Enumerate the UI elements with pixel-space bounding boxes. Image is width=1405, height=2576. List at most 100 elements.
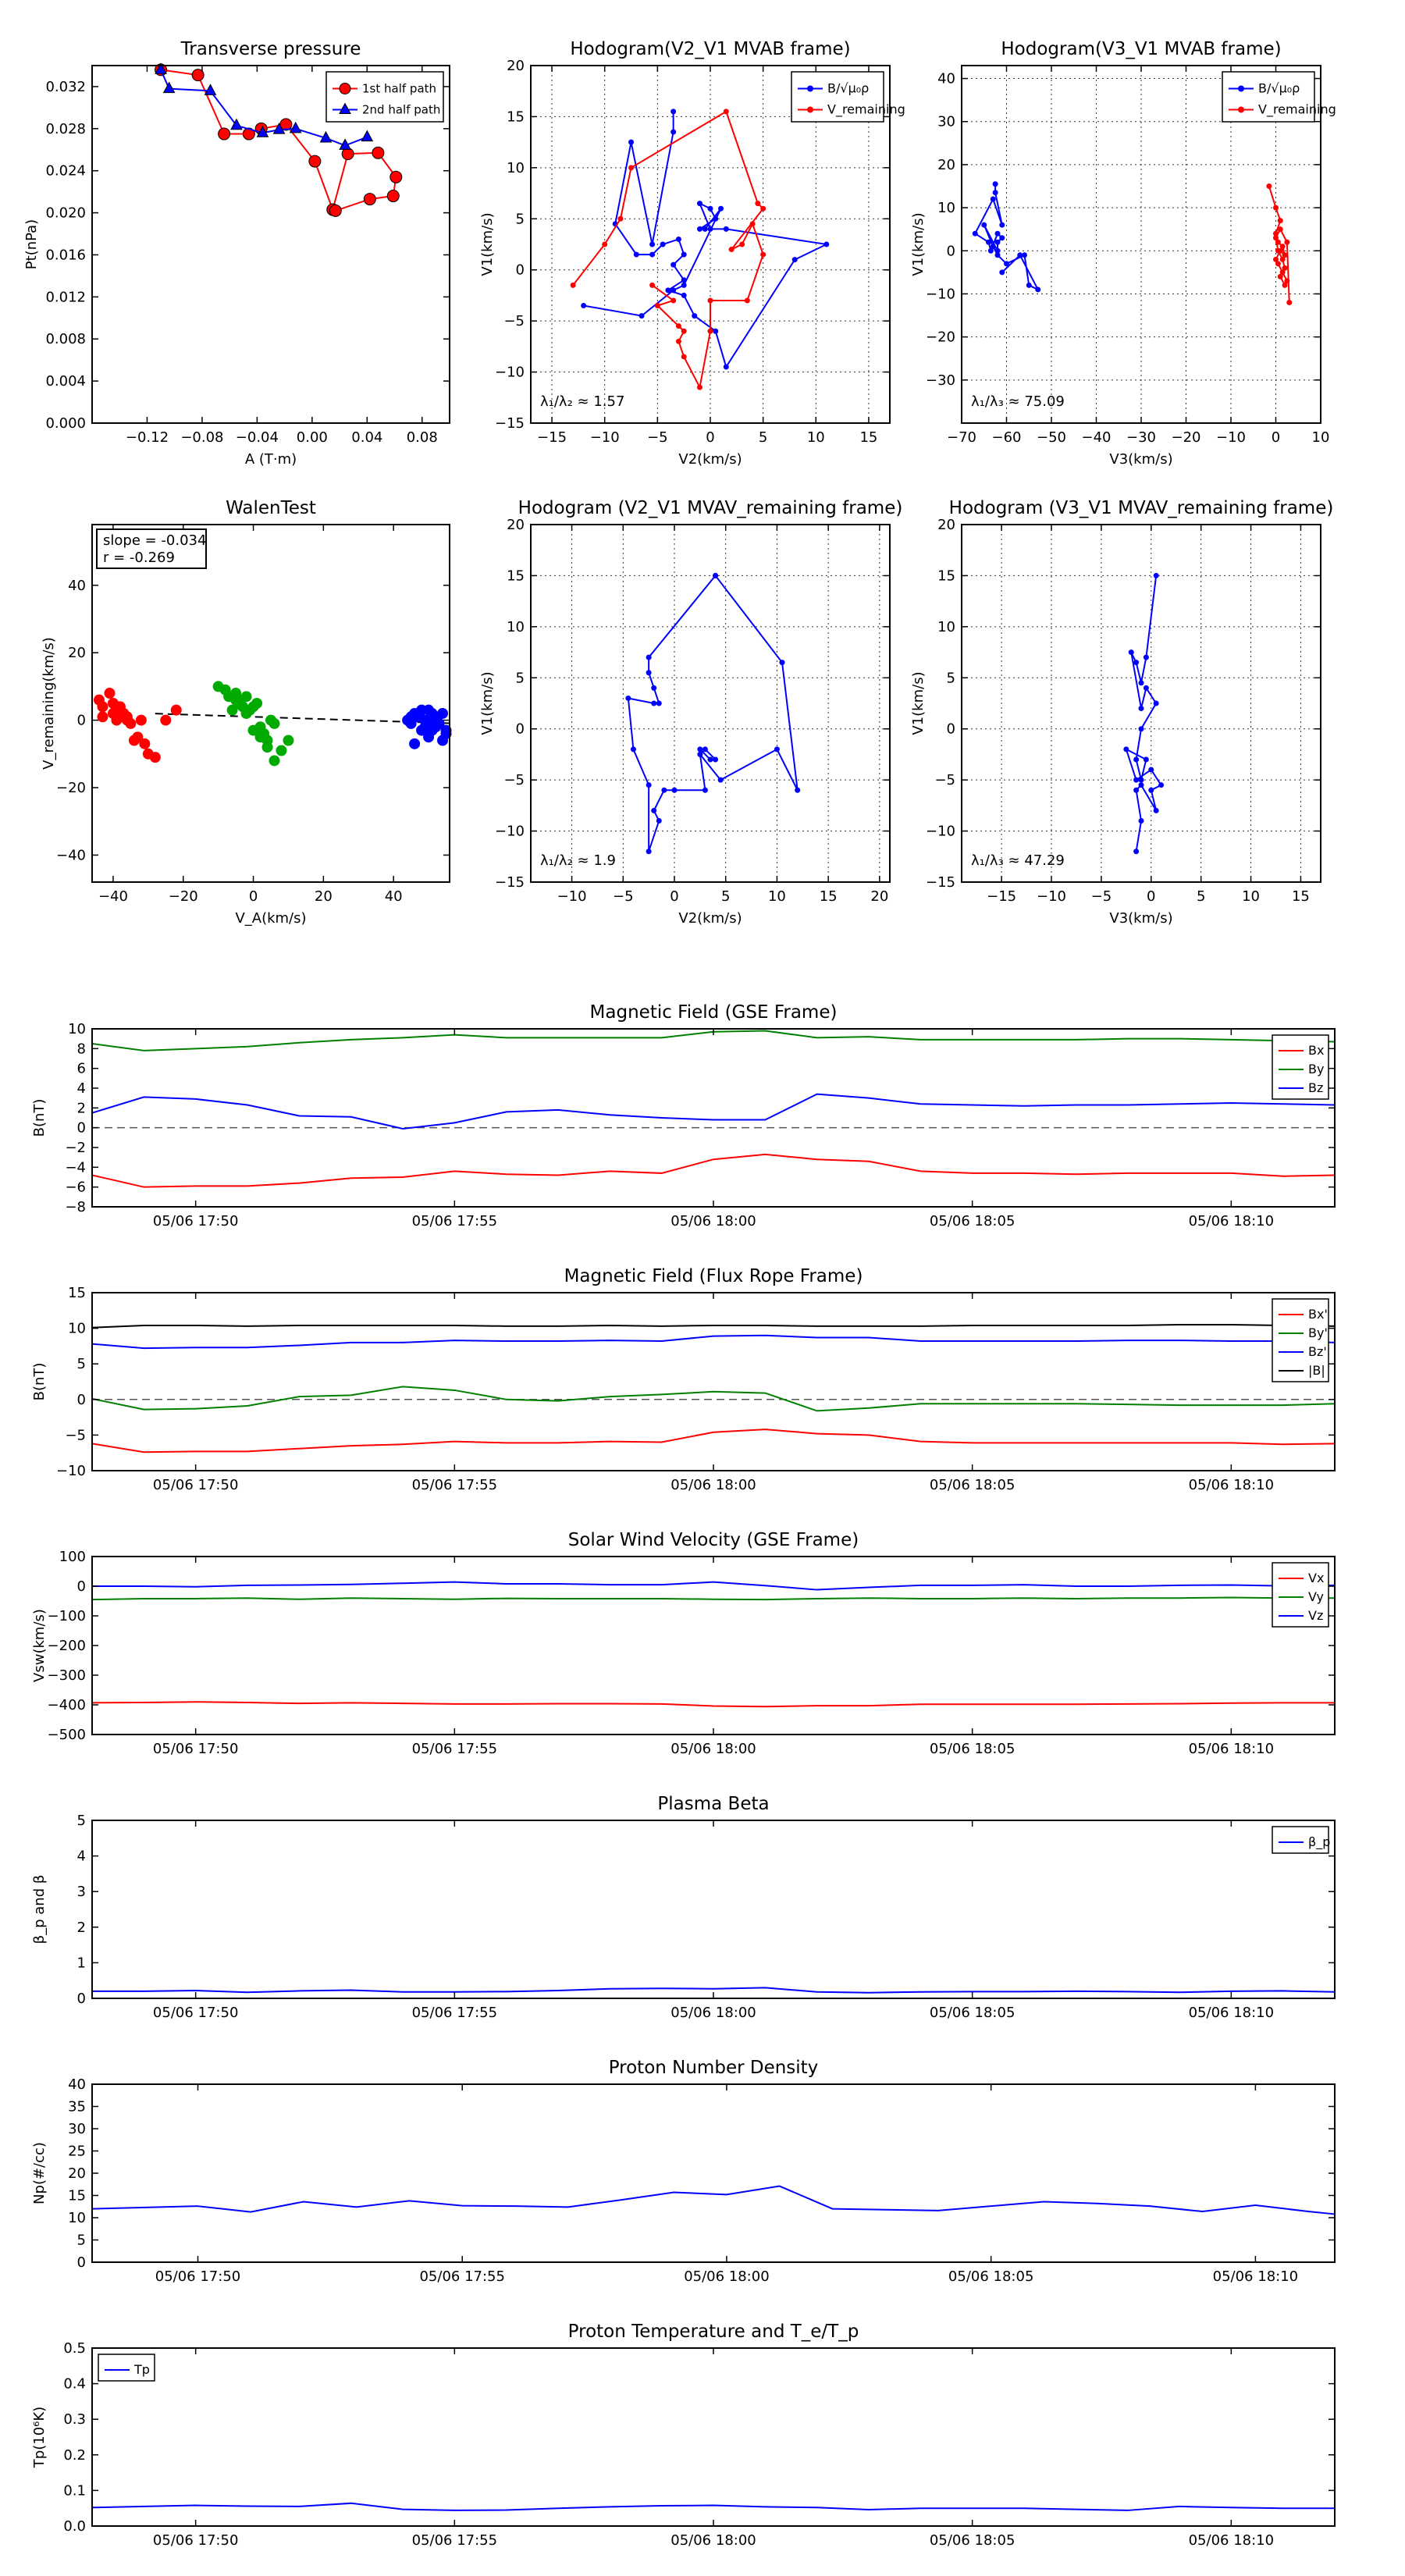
y-tick-label: 5 bbox=[516, 670, 525, 686]
data-point bbox=[423, 704, 435, 716]
y-tick-label: 10 bbox=[937, 200, 955, 216]
legend: Bx By Bz bbox=[1272, 1034, 1329, 1100]
y-axis-label: B(nT) bbox=[31, 1099, 48, 1137]
y-tick-label: −40 bbox=[56, 847, 86, 863]
data-point bbox=[670, 129, 677, 135]
data-point bbox=[717, 777, 724, 783]
series-line bbox=[1125, 575, 1162, 852]
axes-frame bbox=[91, 1820, 1336, 1999]
x-tick-label: −0.12 bbox=[126, 429, 169, 446]
legend-label: Vy bbox=[1308, 1589, 1324, 1604]
x-tick-label: 0 bbox=[706, 429, 714, 446]
data-point bbox=[681, 354, 687, 360]
data-point bbox=[707, 226, 713, 232]
y-tick-label: 15 bbox=[937, 568, 955, 584]
data-point bbox=[697, 746, 703, 753]
x-tick-label: 05/06 18:00 bbox=[670, 1741, 756, 1757]
data-point bbox=[670, 109, 677, 115]
axes-frame bbox=[961, 524, 1321, 883]
x-tick-label: 05/06 18:05 bbox=[948, 2268, 1033, 2285]
y-tick-label: −500 bbox=[48, 1727, 86, 1743]
x-tick-label: 10 bbox=[768, 888, 786, 905]
data-point bbox=[162, 81, 176, 94]
data-point bbox=[1128, 649, 1134, 656]
data-point bbox=[1273, 235, 1279, 241]
data-point bbox=[1138, 680, 1144, 686]
data-point bbox=[646, 654, 652, 660]
data-point bbox=[132, 731, 144, 743]
data-point bbox=[713, 756, 719, 763]
data-point bbox=[755, 201, 761, 207]
y-tick-label: 4 bbox=[77, 1080, 86, 1097]
data-point bbox=[987, 247, 994, 254]
y-tick-label: 0 bbox=[77, 1392, 86, 1408]
legend-label: Vz bbox=[1308, 1608, 1323, 1623]
y-tick-label: −4 bbox=[65, 1159, 86, 1176]
y-tick-label: −20 bbox=[56, 780, 86, 796]
y-tick-label: 0.000 bbox=[45, 415, 86, 432]
data-point bbox=[697, 751, 703, 757]
data-point bbox=[1282, 282, 1288, 288]
x-axis-label: V2(km/s) bbox=[678, 451, 742, 468]
y-tick-label: 20 bbox=[937, 517, 955, 533]
data-point bbox=[994, 230, 1001, 237]
y-tick-label: 40 bbox=[68, 2076, 86, 2093]
data-point bbox=[707, 756, 713, 763]
data-point bbox=[308, 155, 322, 168]
y-axis-label: Np(#/cc) bbox=[31, 2142, 48, 2204]
data-point bbox=[254, 731, 266, 743]
data-point bbox=[230, 118, 243, 130]
chart-panel: Hodogram (V3_V1 MVAV_remaining frame) −15… bbox=[910, 498, 1333, 927]
series-line bbox=[91, 1334, 1336, 1350]
x-axis-label: V2(km/s) bbox=[678, 910, 742, 927]
y-tick-label: 0.012 bbox=[45, 289, 86, 305]
x-tick-label: −40 bbox=[98, 888, 128, 905]
data-point bbox=[256, 126, 269, 137]
data-point bbox=[681, 292, 687, 298]
legend-label: 2nd half path bbox=[362, 103, 440, 117]
chart-panel: Magnetic Field (Flux Rope Frame) 05/06 17… bbox=[31, 1266, 1336, 1493]
data-point bbox=[230, 688, 242, 699]
x-tick-label: 05/06 18:10 bbox=[1189, 2005, 1274, 2021]
data-point bbox=[191, 69, 205, 82]
data-point bbox=[1138, 817, 1144, 824]
data-point bbox=[1153, 700, 1159, 706]
data-point bbox=[416, 724, 428, 736]
x-tick-label: 15 bbox=[1292, 888, 1310, 905]
legend-label: V_remaining bbox=[1258, 102, 1336, 118]
y-axis-label: V1(km/s) bbox=[910, 671, 927, 735]
y-tick-label: 0.1 bbox=[63, 2482, 86, 2499]
chart-panel: Hodogram (V2_V1 MVAV_remaining frame) −10… bbox=[479, 498, 902, 927]
data-point bbox=[675, 323, 681, 329]
legend-label: Bz bbox=[1308, 1080, 1323, 1095]
x-axis-label: V3(km/s) bbox=[1109, 910, 1172, 927]
data-point bbox=[696, 201, 702, 207]
data-point bbox=[994, 247, 1001, 254]
y-tick-label: 15 bbox=[507, 109, 525, 125]
chart-panel: Plasma Beta 05/06 17:50 05/06 17:55 05/06 1… bbox=[31, 1794, 1336, 2021]
legend: B/√μ₀ρ V_remaining bbox=[791, 71, 905, 123]
x-tick-label: 0.04 bbox=[351, 429, 382, 446]
chart-title: Plasma Beta bbox=[657, 1794, 769, 1814]
data-point bbox=[1133, 756, 1140, 763]
data-point bbox=[405, 711, 417, 723]
x-tick-label: −20 bbox=[169, 888, 198, 905]
x-tick-label: 05/06 17:55 bbox=[412, 1741, 497, 1757]
data-point bbox=[654, 303, 660, 309]
fit-info-box bbox=[96, 528, 207, 569]
x-tick-label: 05/06 17:55 bbox=[412, 2005, 497, 2021]
data-point bbox=[628, 139, 635, 145]
series-line bbox=[91, 2502, 1335, 2511]
x-axis-label: V3(km/s) bbox=[1109, 451, 1172, 468]
data-point bbox=[1035, 286, 1041, 293]
legend-label: 1st half path bbox=[362, 82, 436, 96]
data-point bbox=[419, 714, 431, 726]
x-tick-label: 5 bbox=[759, 429, 767, 446]
data-point bbox=[139, 738, 151, 749]
y-tick-label: 2 bbox=[77, 1920, 86, 1936]
data-point bbox=[994, 239, 1001, 245]
series-line bbox=[91, 1324, 1336, 1329]
x-tick-label: −50 bbox=[1037, 429, 1066, 446]
x-tick-label: −40 bbox=[1082, 429, 1112, 446]
y-tick-label: 0.024 bbox=[45, 163, 86, 180]
